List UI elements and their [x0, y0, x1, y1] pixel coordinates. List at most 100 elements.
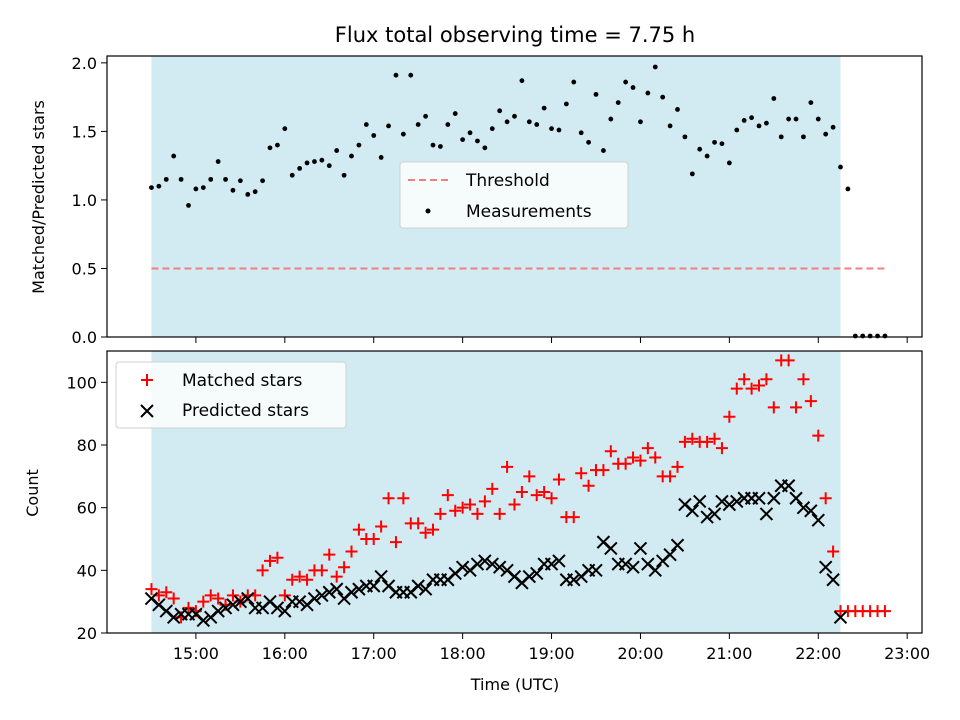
matched-star-point [523, 470, 536, 483]
measurement-point [497, 108, 503, 114]
measurement-point [771, 96, 777, 101]
matched-star-point [715, 442, 728, 455]
matched-star-point [471, 507, 484, 520]
x-tick-label: 21:00 [706, 644, 752, 663]
x-tick-label: 23:00 [884, 644, 930, 663]
predicted-star-point [826, 573, 840, 587]
measurement-point [845, 186, 851, 192]
matched-star-point [389, 536, 402, 549]
axes-frame-bottom [106, 350, 923, 634]
measurement-point [526, 119, 532, 125]
matched-star-point [315, 564, 328, 577]
measurement-point [867, 333, 873, 339]
matched-star-point [782, 354, 795, 367]
predicted-star-point [604, 541, 618, 556]
matched-star-point [708, 432, 721, 445]
measurement-point [556, 127, 562, 133]
measurement-point [430, 142, 436, 148]
predicted-star-point [811, 513, 825, 527]
measurement-point [386, 123, 391, 129]
measurement-point [252, 189, 258, 195]
predicted-star-point [722, 497, 737, 512]
matched-star-point [819, 492, 832, 505]
measurement-point [660, 94, 666, 100]
measurement-point [793, 116, 799, 122]
measurement-point [689, 171, 695, 177]
predicted-star-point [470, 557, 485, 571]
x-tick-label: 20:00 [617, 644, 663, 663]
measurement-point [852, 333, 858, 339]
predicted-star-point [241, 591, 255, 606]
matched-star-point [515, 486, 528, 498]
measurement-point [860, 333, 866, 339]
matched-star-point [412, 517, 425, 530]
predicted-star-point [759, 507, 774, 521]
measurement-point [178, 176, 184, 182]
measurement-point [371, 133, 377, 138]
measurement-point [186, 203, 191, 208]
measurement-point [541, 105, 547, 111]
matched-star-point [812, 429, 825, 442]
matched-star-point [627, 451, 640, 464]
measurement-point [786, 116, 792, 122]
matched-star-point [730, 382, 743, 395]
measurement-point [356, 142, 362, 148]
matched-star-point [441, 489, 454, 502]
measurement-point [200, 185, 206, 190]
measurement-point [193, 186, 199, 192]
predicted-star-point [589, 563, 603, 578]
measurement-point [289, 172, 295, 178]
matched-star-point [323, 548, 336, 561]
matched-star-point [678, 435, 691, 448]
predicted-star-point [818, 560, 833, 574]
measurement-point [749, 115, 754, 121]
measurement-point [652, 64, 658, 70]
predicted-star-point [455, 560, 470, 574]
matched-star-point [790, 401, 803, 414]
measurement-point [697, 146, 703, 152]
measurement-point [615, 100, 621, 106]
matched-star-point [375, 520, 388, 533]
measurement-point [223, 176, 228, 182]
predicted-star-point [492, 560, 507, 574]
matched-star-point [738, 373, 751, 386]
predicted-star-point [781, 479, 796, 493]
measurement-point [638, 119, 643, 125]
measurement-point [460, 137, 466, 143]
measurement-point [445, 122, 451, 127]
measurement-point [534, 122, 540, 127]
predicted-star-point [752, 491, 766, 505]
measurement-point [630, 85, 636, 90]
measurement-point [282, 126, 288, 132]
predicted-star-point [485, 557, 499, 571]
matched-star-point [619, 457, 632, 470]
measurement-point [245, 192, 251, 197]
matched-star-point [456, 501, 469, 514]
predicted-star-point [648, 563, 662, 578]
measurement-point [237, 178, 243, 184]
measurement-point [608, 116, 614, 122]
matched-star-point [167, 592, 180, 605]
matched-star-point [686, 432, 699, 445]
axes-frame-top [106, 55, 923, 338]
predicted-star-point [367, 579, 381, 593]
measurement-point [675, 107, 680, 112]
matched-star-point [330, 570, 343, 583]
matched-star-point [604, 445, 617, 458]
measurement-point [275, 142, 280, 148]
legend-matched-swatch [141, 374, 153, 386]
predicted-star-point [315, 588, 329, 603]
predicted-star-point [233, 594, 248, 609]
matched-star-point [745, 382, 758, 395]
matched-star-point [204, 589, 217, 602]
measurement-point [623, 79, 629, 85]
top-legend-box [399, 161, 629, 229]
predicted-star-point [567, 573, 581, 587]
measurement-point [512, 113, 517, 119]
matched-star-point [723, 410, 736, 423]
matched-star-point [145, 583, 158, 596]
measurement-point [149, 185, 154, 190]
matched-star-point [827, 545, 840, 558]
predicted-star-point [196, 613, 211, 628]
